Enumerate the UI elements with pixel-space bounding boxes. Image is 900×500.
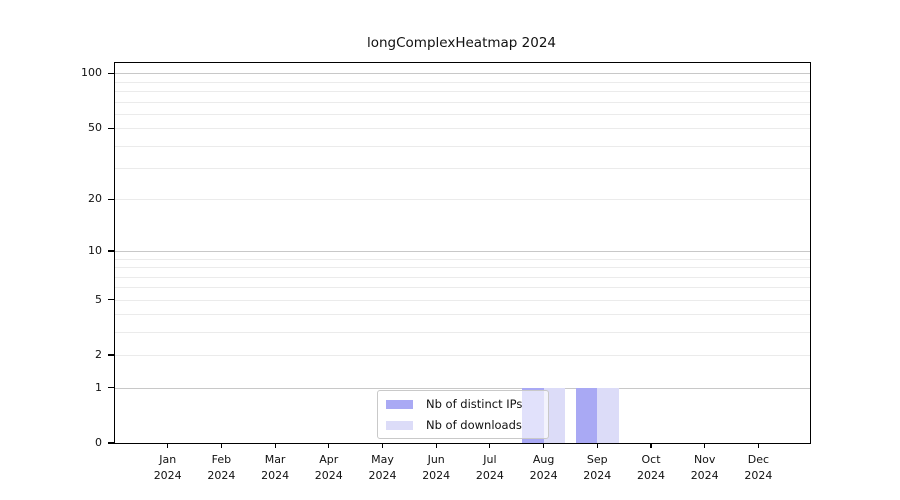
y-tick-mark [108, 298, 115, 301]
bar-distinct-ips [575, 387, 598, 443]
x-tick-mark [596, 443, 598, 448]
legend: Nb of distinct IPs Nb of downloads [377, 390, 549, 439]
x-tick-month: Oct [641, 453, 661, 466]
legend-row-distinct-ips: Nb of distinct IPs [386, 395, 540, 413]
x-tick-mark [274, 443, 276, 448]
y-gridline-minor [115, 101, 810, 103]
y-tick-mark [108, 442, 115, 444]
x-tick-month: Mar [264, 453, 286, 466]
x-tick-label: Feb 2024 [189, 452, 253, 483]
y-tick-mark [108, 250, 115, 252]
x-tick-month: May [371, 453, 394, 466]
y-tick-mark [108, 72, 115, 74]
x-tick-year: 2024 [475, 468, 504, 482]
x-tick-label: Jul 2024 [458, 452, 522, 483]
x-tick-label: Sep 2024 [565, 452, 629, 483]
x-tick-label: Jun 2024 [404, 452, 468, 483]
y-gridline-minor [115, 276, 810, 278]
x-tick-year: 2024 [153, 468, 182, 482]
y-gridline-major [115, 73, 810, 75]
x-tick-month: Nov [693, 453, 716, 466]
x-tick-label: Nov 2024 [673, 452, 737, 483]
x-tick-mark [650, 443, 652, 448]
x-tick-year: 2024 [368, 468, 397, 482]
y-tick-label: 100 [81, 66, 102, 80]
x-tick-year: 2024 [583, 468, 612, 482]
x-tick-month: Jul [483, 453, 497, 466]
y-gridline-minor [115, 314, 810, 316]
x-tick-month: Apr [319, 453, 339, 466]
y-gridline-minor [115, 267, 810, 268]
y-tick-label: 2 [95, 348, 102, 361]
x-tick-mark [435, 443, 437, 448]
y-gridline-minor [115, 81, 810, 83]
y-gridline-major [115, 387, 810, 389]
y-tick-mark [108, 198, 115, 200]
x-tick-mark [328, 443, 330, 448]
x-tick-mark [220, 443, 222, 448]
x-tick-month: Sep [586, 453, 608, 466]
x-tick-mark [167, 443, 169, 448]
legend-label-downloads: Nb of downloads [426, 418, 522, 432]
y-tick-mark [108, 354, 115, 356]
x-tick-label: Apr 2024 [297, 452, 361, 483]
x-tick-year: 2024 [314, 468, 343, 482]
y-gridline-minor [115, 355, 810, 356]
legend-swatch-downloads [386, 420, 413, 430]
y-tick-label: 1 [95, 380, 102, 394]
x-tick-mark [704, 443, 706, 448]
y-tick-label: 0 [95, 436, 102, 449]
y-tick-label: 5 [95, 292, 102, 306]
x-tick-month: Aug [532, 453, 555, 466]
y-gridline-minor [115, 145, 810, 147]
plot-area: 0 1 2 5 10 20 50 100 Jan 2024 Feb 2024 Mar 2024 Apr 202… [81, 62, 811, 482]
x-tick-month: Jun [427, 453, 445, 466]
y-gridline-minor [115, 299, 810, 301]
y-tick-label: 20 [88, 192, 102, 206]
y-gridline-minor [115, 332, 810, 333]
y-tick-label: 10 [88, 244, 102, 257]
x-tick-month: Dec [747, 453, 770, 466]
x-tick-year: 2024 [422, 468, 451, 482]
y-gridline-minor [115, 128, 810, 130]
x-tick-label: Mar 2024 [243, 452, 307, 483]
x-tick-mark [381, 443, 384, 448]
y-gridline-minor [115, 91, 810, 93]
chart-title: longComplexHeatmap 2024 [366, 35, 556, 51]
x-tick-label: Oct 2024 [619, 452, 683, 483]
x-tick-mark [757, 443, 759, 448]
y-gridline-minor [115, 113, 810, 115]
y-gridline-major [115, 251, 810, 252]
x-tick-label: Jan 2024 [136, 452, 200, 483]
x-tick-label: May 2024 [351, 452, 415, 483]
x-tick-mark [543, 443, 545, 448]
y-gridline-minor [115, 168, 810, 169]
x-tick-month: Feb [211, 453, 232, 466]
y-tick-mark [108, 386, 115, 389]
legend-row-downloads: Nb of downloads [386, 416, 540, 434]
x-tick-year: 2024 [690, 468, 719, 482]
x-tick-year: 2024 [637, 468, 665, 482]
x-tick-year: 2024 [744, 468, 773, 482]
x-tick-label: Aug 2024 [512, 452, 576, 483]
y-gridline-minor [115, 199, 810, 201]
y-tick-label: 50 [88, 121, 102, 135]
x-tick-year: 2024 [529, 468, 558, 482]
x-tick-mark [489, 443, 491, 448]
y-gridline-minor [115, 287, 810, 289]
x-tick-year: 2024 [261, 468, 290, 482]
legend-label-distinct-ips: Nb of distinct IPs [426, 397, 523, 411]
x-tick-label: Dec 2024 [726, 452, 790, 483]
x-tick-year: 2024 [207, 468, 236, 482]
bar-downloads [597, 387, 619, 443]
y-gridline-minor [115, 258, 810, 260]
x-tick-month: Jan [159, 453, 177, 466]
legend-swatch-distinct-ips [386, 399, 413, 409]
y-tick-mark [108, 127, 115, 129]
